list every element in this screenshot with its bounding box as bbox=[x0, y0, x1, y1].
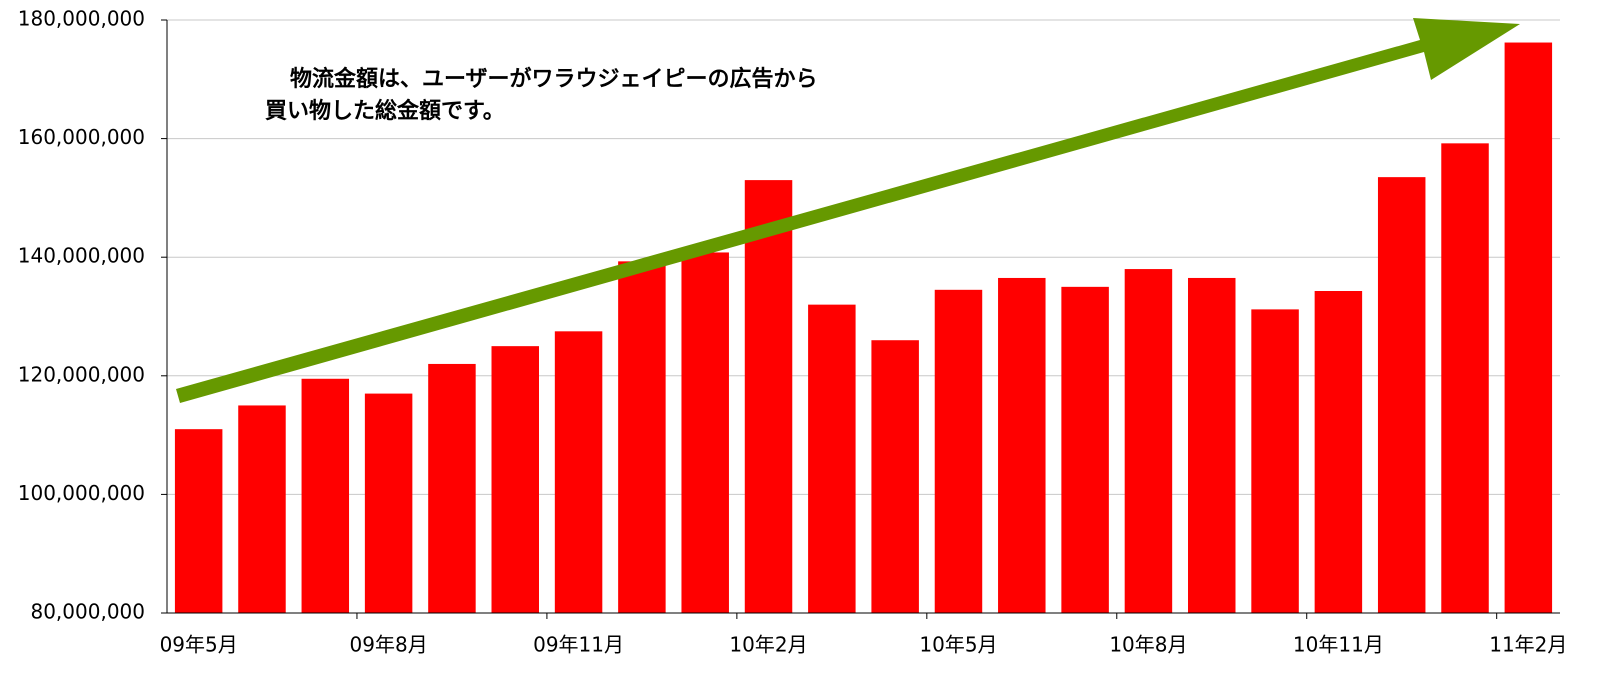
y-tick-label: 100,000,000 bbox=[18, 481, 145, 505]
bar bbox=[744, 180, 793, 614]
annotation: 買い物した総金額です。 bbox=[265, 98, 505, 124]
x-tick-label: 10年8月 bbox=[1109, 633, 1187, 657]
bar bbox=[808, 304, 856, 613]
bar bbox=[934, 289, 983, 613]
bar bbox=[1377, 177, 1426, 613]
x-tick-label: 10年11月 bbox=[1293, 633, 1384, 657]
x-tick-label: 09年11月 bbox=[533, 633, 624, 657]
bar bbox=[491, 346, 539, 613]
bar bbox=[174, 429, 223, 613]
bar bbox=[1441, 143, 1489, 613]
annotation: 物流金額は、ユーザーがワラウジェイピーの広告から bbox=[290, 66, 818, 92]
y-tick-label: 180,000,000 bbox=[18, 7, 145, 31]
bar bbox=[1251, 309, 1299, 613]
x-tick-label: 10年2月 bbox=[729, 633, 807, 657]
bar bbox=[428, 363, 476, 613]
y-tick-label: 80,000,000 bbox=[30, 600, 145, 624]
bar bbox=[1061, 286, 1109, 613]
x-tick-label: 09年8月 bbox=[350, 633, 428, 657]
bar bbox=[1504, 42, 1553, 614]
x-tick-label: 11年2月 bbox=[1489, 633, 1567, 657]
bar bbox=[364, 393, 413, 613]
bar bbox=[301, 378, 350, 613]
bar bbox=[871, 340, 919, 613]
bar bbox=[1314, 291, 1363, 613]
x-tick-label: 09年5月 bbox=[160, 633, 238, 657]
bar bbox=[998, 277, 1046, 613]
bars bbox=[174, 42, 1553, 614]
y-tick-label: 160,000,000 bbox=[18, 125, 145, 149]
bar bbox=[618, 261, 666, 613]
bar bbox=[1188, 277, 1236, 613]
y-tick-label: 120,000,000 bbox=[18, 362, 145, 386]
trend-arrow bbox=[176, 18, 1520, 403]
bar bbox=[238, 405, 286, 613]
bar bbox=[681, 252, 729, 613]
y-tick-label: 140,000,000 bbox=[18, 244, 145, 268]
bar bbox=[554, 331, 603, 613]
x-tick-label: 10年5月 bbox=[919, 633, 997, 657]
bar bbox=[1124, 269, 1173, 613]
